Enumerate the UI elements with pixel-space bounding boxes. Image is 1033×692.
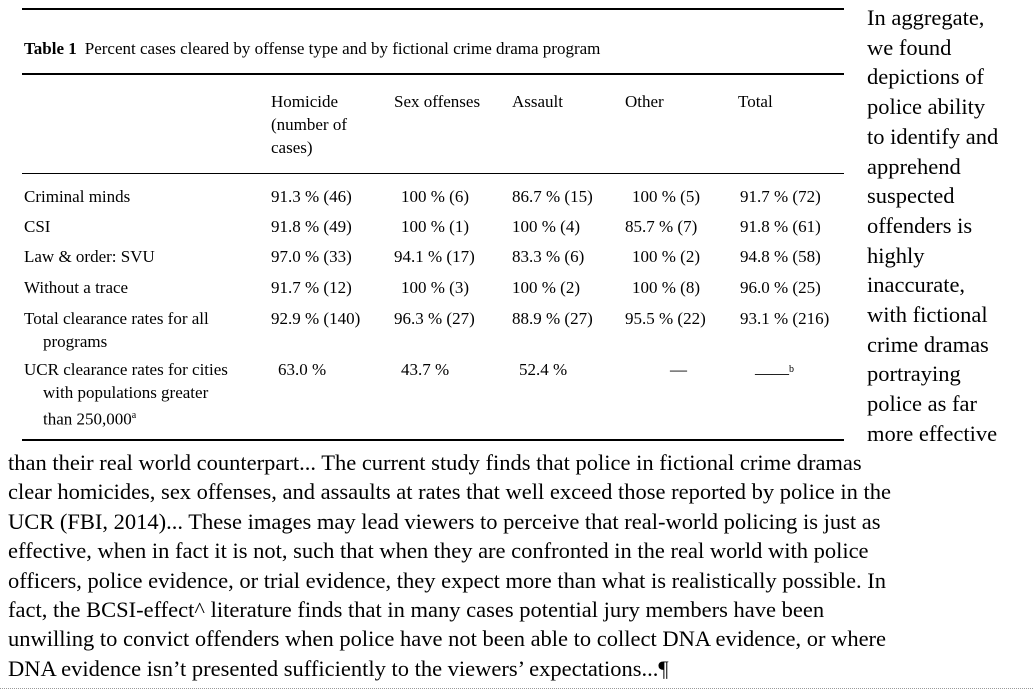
page-break-line — [0, 688, 1033, 689]
table-cell: 91.8 % (61) — [740, 217, 821, 236]
footnote-marker: a — [131, 410, 137, 421]
wrapped-side-paragraph: In aggregate, we found depictions of pol… — [867, 3, 1029, 449]
table-bottom-rule — [22, 439, 844, 441]
table-cell: 100 % (6) — [401, 187, 469, 206]
text-line: depictions of — [867, 64, 984, 90]
text-line: inaccurate, — [867, 272, 966, 298]
body-paragraph: than their real world counterpart... The… — [8, 448, 1030, 683]
header-assault: Assault — [512, 92, 563, 111]
table-cell: 91.3 % (46) — [271, 187, 352, 206]
table-cell: 88.9 % (27) — [512, 309, 593, 328]
header-other: Other — [625, 92, 664, 111]
table-cell: 63.0 % — [278, 360, 327, 379]
caption-rule — [22, 73, 844, 75]
text-line: offenders is — [867, 212, 973, 238]
row-label-line: programs — [43, 332, 108, 351]
text-line: more effective — [867, 420, 998, 446]
table-cell: 100 % (2) — [512, 278, 580, 297]
table-cell: 96.3 % (27) — [394, 309, 475, 328]
row-label-total-clearance: Total clearance rates for all programs — [24, 307, 264, 353]
table-figure: Table 1 Percent cases cleared by offense … — [22, 8, 844, 441]
text-line: fact, the BCSI-effect^ literature finds … — [8, 597, 825, 623]
text-line: police as far — [867, 391, 977, 417]
table-cell: 91.7 % (72) — [740, 187, 821, 206]
footnote-marker: b — [789, 364, 794, 375]
header-homicide: Homicide (number of cases) — [271, 92, 348, 157]
text-line: crime dramas — [867, 331, 989, 357]
text-line: highly — [867, 242, 925, 268]
text-line: to identify and — [867, 123, 999, 149]
row-label-line: than 250,000a — [24, 404, 264, 431]
table-caption: Table 1 Percent cases cleared by offense … — [24, 39, 600, 59]
header-rule — [22, 173, 844, 174]
text-line: In aggregate, — [867, 5, 985, 30]
text-line: clear homicides, sex offenses, and assau… — [8, 479, 892, 505]
table-cell-text: —— — [755, 363, 789, 383]
row-label-law-and-order: Law & order: SVU — [24, 247, 155, 266]
row-label-csi: CSI — [24, 217, 51, 236]
table-cell: 97.0 % (33) — [271, 247, 352, 266]
text-line: apprehend — [867, 153, 961, 179]
table-cell: 100 % (5) — [632, 187, 700, 206]
text-line: suspected — [867, 183, 955, 209]
row-label-line: Total clearance rates for all — [24, 309, 209, 328]
text-line: police ability — [867, 94, 986, 120]
text-line: than their real world counterpart... The… — [8, 450, 862, 475]
table-cell: ——b — [755, 358, 794, 385]
text-line: portraying — [867, 361, 961, 387]
text-line: we found — [867, 34, 952, 60]
table-cell: 94.1 % (17) — [394, 247, 475, 266]
table-cell: 83.3 % (6) — [512, 247, 585, 266]
table-cell: 94.8 % (58) — [740, 247, 821, 266]
table-cell: 86.7 % (15) — [512, 187, 593, 206]
table-cell: 100 % (3) — [401, 278, 469, 297]
table-cell: 93.1 % (216) — [740, 309, 830, 328]
table-cell: 43.7 % — [401, 360, 450, 379]
table-caption-text: Percent cases cleared by offense type an… — [84, 39, 601, 58]
table-cell: 92.9 % (140) — [271, 309, 361, 328]
text-line: effective, when in fact it is not, such … — [8, 538, 869, 564]
table-cell: 52.4 % — [519, 360, 568, 379]
table-caption-label: Table 1 — [24, 39, 77, 58]
table-cell: 100 % (2) — [632, 247, 700, 266]
table-cell: 100 % (4) — [512, 217, 580, 236]
text-line: with fictional — [867, 302, 988, 328]
table-cell: 91.8 % (49) — [271, 217, 352, 236]
row-label-criminal-minds: Criminal minds — [24, 187, 131, 206]
table-cell: 95.5 % (22) — [625, 309, 706, 328]
table-cell: 85.7 % (7) — [625, 217, 698, 236]
table-cell: 91.7 % (12) — [271, 278, 352, 297]
text-line: DNA evidence isn’t presented sufficientl… — [8, 655, 669, 681]
header-total: Total — [738, 92, 773, 111]
row-label-line: with populations greater — [43, 383, 209, 402]
text-line: unwilling to convict offenders when poli… — [8, 626, 887, 652]
table-cell: — — [670, 360, 687, 379]
table-top-rule — [22, 8, 844, 10]
row-label-line: UCR clearance rates for cities — [24, 360, 228, 379]
row-label-without-a-trace: Without a trace — [24, 278, 129, 297]
text-line: officers, police evidence, or trial evid… — [8, 567, 887, 593]
header-sex-offenses: Sex offenses — [394, 92, 481, 111]
table-cell: 100 % (8) — [632, 278, 700, 297]
text-line: UCR (FBI, 2014)... These images may lead… — [8, 508, 881, 534]
row-label-ucr: UCR clearance rates for cities with popu… — [24, 358, 264, 431]
table-cell: 100 % (1) — [401, 217, 469, 236]
table-cell: 96.0 % (25) — [740, 278, 821, 297]
row-label-text: than 250,000 — [43, 409, 132, 429]
